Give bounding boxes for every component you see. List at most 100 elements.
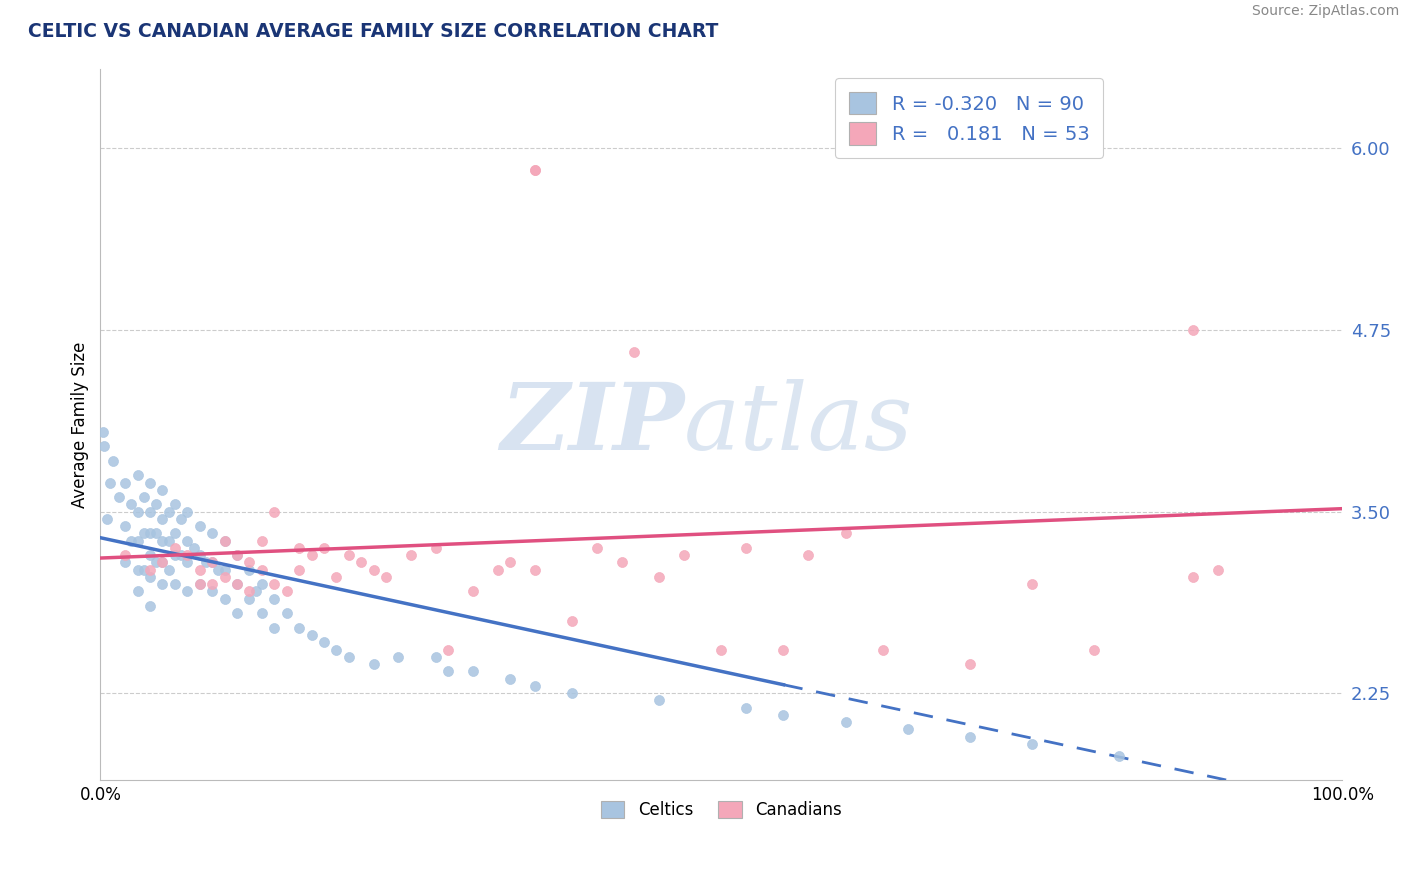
Point: [214, 570, 236, 584]
Point: [188, 519, 211, 533]
Point: [101, 454, 124, 468]
Point: [176, 584, 198, 599]
Point: [1182, 570, 1205, 584]
Point: [710, 642, 733, 657]
Point: [139, 563, 162, 577]
Point: [524, 679, 547, 693]
Point: [139, 475, 162, 490]
Point: [194, 556, 217, 570]
Point: [673, 548, 696, 562]
Point: [163, 526, 186, 541]
Point: [897, 723, 920, 737]
Point: [648, 570, 671, 584]
Point: [188, 548, 211, 562]
Point: [108, 490, 131, 504]
Point: [363, 563, 385, 577]
Point: [238, 591, 260, 606]
Point: [325, 570, 347, 584]
Point: [263, 577, 285, 591]
Point: [1182, 323, 1205, 337]
Point: [120, 497, 142, 511]
Point: [499, 672, 522, 686]
Point: [163, 541, 186, 555]
Point: [214, 563, 236, 577]
Point: [127, 563, 149, 577]
Point: [350, 556, 373, 570]
Point: [610, 556, 633, 570]
Point: [98, 475, 121, 490]
Point: [139, 570, 162, 584]
Point: [127, 533, 149, 548]
Point: [735, 700, 758, 714]
Point: [152, 556, 174, 570]
Point: [152, 556, 174, 570]
Point: [499, 556, 522, 570]
Point: [170, 512, 193, 526]
Point: [1021, 577, 1043, 591]
Point: [114, 519, 136, 533]
Point: [312, 635, 335, 649]
Point: [772, 642, 794, 657]
Point: [561, 686, 583, 700]
Point: [139, 599, 162, 613]
Point: [561, 614, 583, 628]
Point: [207, 563, 229, 577]
Point: [93, 439, 115, 453]
Point: [114, 475, 136, 490]
Point: [437, 665, 460, 679]
Point: [834, 715, 856, 730]
Point: [735, 541, 758, 555]
Point: [301, 548, 323, 562]
Point: [127, 468, 149, 483]
Text: atlas: atlas: [685, 379, 914, 469]
Point: [114, 548, 136, 562]
Point: [387, 649, 409, 664]
Point: [201, 584, 224, 599]
Point: [872, 642, 894, 657]
Point: [1206, 563, 1229, 577]
Point: [263, 621, 285, 635]
Point: [201, 526, 224, 541]
Point: [152, 533, 174, 548]
Point: [188, 577, 211, 591]
Point: [152, 483, 174, 497]
Point: [145, 526, 167, 541]
Point: [201, 556, 224, 570]
Point: [250, 533, 273, 548]
Point: [176, 548, 198, 562]
Text: Source: ZipAtlas.com: Source: ZipAtlas.com: [1251, 4, 1399, 19]
Point: [127, 584, 149, 599]
Point: [524, 163, 547, 178]
Point: [425, 541, 447, 555]
Point: [139, 548, 162, 562]
Point: [152, 577, 174, 591]
Point: [96, 512, 118, 526]
Point: [250, 577, 273, 591]
Point: [623, 344, 645, 359]
Point: [188, 563, 211, 577]
Point: [91, 425, 114, 439]
Point: [288, 541, 311, 555]
Point: [486, 563, 509, 577]
Point: [214, 591, 236, 606]
Point: [226, 548, 249, 562]
Point: [772, 707, 794, 722]
Point: [437, 642, 460, 657]
Point: [288, 563, 311, 577]
Point: [132, 526, 155, 541]
Point: [145, 497, 167, 511]
Point: [226, 606, 249, 620]
Point: [586, 541, 609, 555]
Point: [301, 628, 323, 642]
Point: [139, 505, 162, 519]
Point: [163, 548, 186, 562]
Point: [170, 548, 193, 562]
Point: [145, 556, 167, 570]
Point: [132, 563, 155, 577]
Point: [461, 665, 484, 679]
Point: [524, 163, 547, 178]
Point: [157, 505, 180, 519]
Point: [188, 577, 211, 591]
Point: [176, 533, 198, 548]
Point: [263, 505, 285, 519]
